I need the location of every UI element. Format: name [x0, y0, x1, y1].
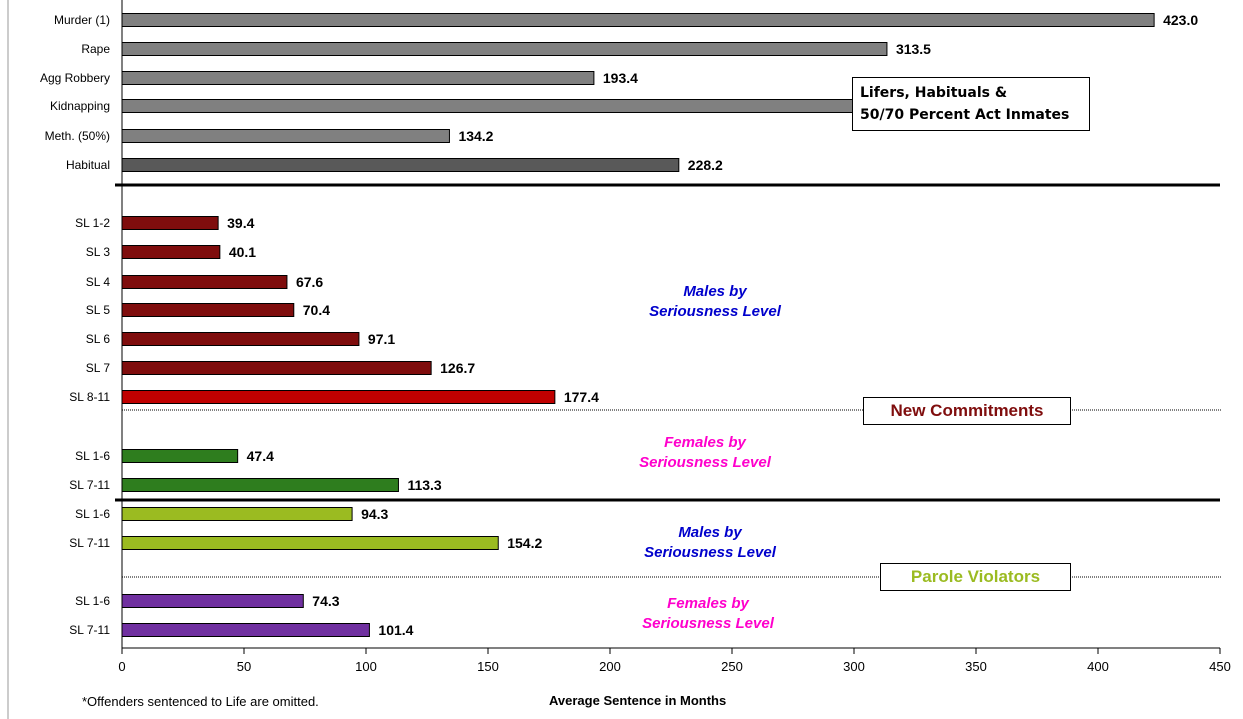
data-label: 67.6 — [296, 274, 323, 290]
new-males-label-line1: Males by — [683, 283, 747, 300]
data-label: 47.4 — [247, 448, 274, 464]
bar — [121, 332, 360, 346]
category-label: SL 4 — [86, 275, 111, 289]
bar — [121, 216, 219, 230]
category-label: SL 6 — [86, 332, 111, 346]
data-label: 113.3 — [407, 477, 441, 493]
lifers-annotation-box: Lifers, Habituals & 50/70 Percent Act In… — [852, 77, 1090, 131]
category-label: SL 3 — [86, 245, 111, 259]
data-label: 313.5 — [896, 41, 931, 57]
bar — [121, 99, 882, 113]
bar — [121, 361, 432, 375]
new-females-label: Females by Seriousness Level — [575, 433, 835, 473]
lifers-annotation-line1: Lifers, Habituals & — [860, 85, 1008, 101]
lifers-annotation-line2: 50/70 Percent Act Inmates — [860, 107, 1070, 123]
category-label: SL 1-6 — [75, 594, 110, 608]
x-tick-label: 250 — [721, 659, 743, 674]
category-label: SL 7-11 — [69, 536, 110, 550]
bar — [121, 42, 888, 56]
bar — [121, 13, 1155, 27]
parole-females-label-line2: Seriousness Level — [642, 615, 774, 632]
data-label: 193.4 — [603, 70, 638, 86]
bar — [121, 275, 288, 289]
category-label: SL 5 — [86, 303, 111, 317]
bar — [121, 303, 295, 317]
x-axis-title: Average Sentence in Months — [549, 693, 727, 708]
x-tick-label: 200 — [599, 659, 621, 674]
footnote: *Offenders sentenced to Life are omitted… — [82, 694, 319, 709]
x-tick-label: 350 — [965, 659, 987, 674]
new-males-label-line2: Seriousness Level — [649, 303, 781, 320]
x-tick-label: 0 — [118, 659, 125, 674]
new-males-label: Males by Seriousness Level — [585, 282, 845, 322]
parole-violators-label: Parole Violators — [880, 563, 1071, 591]
data-label: 134.2 — [458, 128, 493, 144]
data-label: 74.3 — [312, 593, 339, 609]
bar — [121, 449, 239, 463]
data-label: 177.4 — [564, 389, 599, 405]
category-label: Agg Robbery — [40, 71, 110, 85]
data-label: 154.2 — [507, 535, 542, 551]
data-label: 228.2 — [688, 157, 723, 173]
data-label: 94.3 — [361, 506, 388, 522]
x-tick-label: 150 — [477, 659, 499, 674]
bar — [121, 129, 450, 143]
x-tick-label: 400 — [1087, 659, 1109, 674]
category-label: Habitual — [66, 158, 110, 172]
category-label: SL 7-11 — [69, 478, 110, 492]
data-label: 101.4 — [378, 622, 413, 638]
parole-females-label: Females by Seriousness Level — [578, 594, 838, 634]
data-label: 40.1 — [229, 244, 256, 260]
bar — [121, 71, 595, 85]
data-label: 39.4 — [227, 215, 254, 231]
new-females-label-line2: Seriousness Level — [639, 454, 771, 471]
parole-males-label: Males by Seriousness Level — [580, 523, 840, 563]
category-label: Murder (1) — [54, 13, 110, 27]
parole-males-label-line2: Seriousness Level — [644, 544, 776, 561]
x-tick-label: 50 — [237, 659, 251, 674]
category-label: SL 1-6 — [75, 507, 110, 521]
category-label: SL 7-11 — [69, 623, 110, 637]
bars-layer: Murder (1) 423.0 Rape 313.5 Agg Robbery 193.4… — [40, 12, 1198, 638]
data-label: 97.1 — [368, 331, 395, 347]
bar — [121, 594, 304, 608]
category-label: Meth. (50%) — [45, 129, 110, 143]
bar — [121, 390, 556, 404]
category-label: SL 1-2 — [75, 216, 110, 230]
data-label: 70.4 — [303, 302, 330, 318]
bar — [121, 623, 370, 637]
bar — [121, 536, 499, 550]
data-label: 423.0 — [1163, 12, 1198, 28]
bar — [121, 507, 353, 521]
category-label: SL 1-6 — [75, 449, 110, 463]
parole-males-label-line1: Males by — [678, 524, 742, 541]
new-females-label-line1: Females by — [664, 434, 746, 451]
x-tick-label: 100 — [355, 659, 377, 674]
bar — [121, 158, 680, 172]
category-label: Kidnapping — [50, 99, 110, 113]
parole-females-label-line1: Females by — [667, 595, 749, 612]
category-label: Rape — [81, 42, 110, 56]
bar — [121, 478, 399, 492]
category-label: SL 8-11 — [69, 390, 110, 404]
data-label: 126.7 — [440, 360, 475, 376]
x-tick-label: 450 — [1209, 659, 1231, 674]
new-commitments-label: New Commitments — [863, 397, 1071, 425]
x-tick-label: 300 — [843, 659, 865, 674]
x-axis: 0 50 100 150 200 250 300 350 400 450 — [118, 647, 1231, 674]
category-label: SL 7 — [86, 361, 111, 375]
bar — [121, 245, 221, 259]
